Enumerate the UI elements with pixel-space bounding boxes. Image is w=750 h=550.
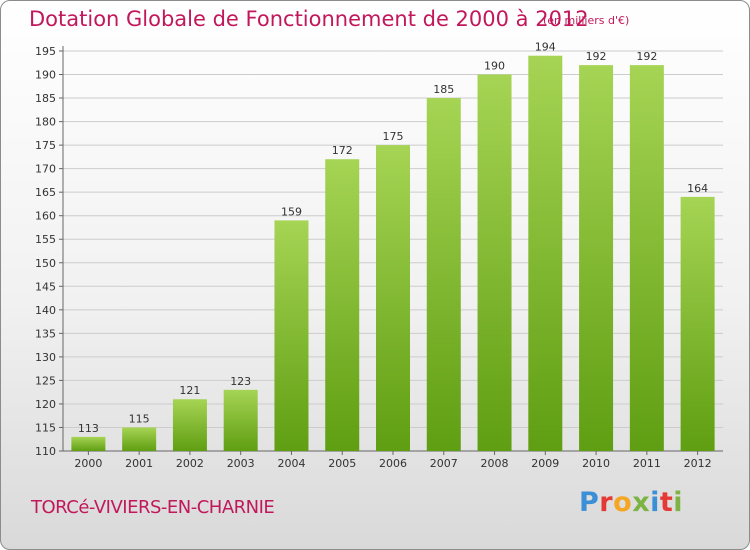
y-tick-label: 150 <box>35 257 56 270</box>
x-tick-label: 2009 <box>531 457 559 470</box>
y-tick-label: 130 <box>35 351 56 364</box>
bar-2004 <box>274 220 309 451</box>
y-tick-label: 185 <box>35 92 56 105</box>
x-tick-label: 2010 <box>582 457 610 470</box>
y-tick-label: 165 <box>35 186 56 199</box>
x-tick-label: 2000 <box>74 457 102 470</box>
bar-2012 <box>680 196 715 451</box>
y-tick-label: 110 <box>35 445 56 458</box>
chart-unit: (en milliers d'€) <box>543 14 630 27</box>
x-tick-label: 2008 <box>481 457 509 470</box>
y-tick-label: 145 <box>35 280 56 293</box>
bar-2003 <box>223 389 258 451</box>
y-tick-label: 180 <box>35 116 56 129</box>
bar-2005 <box>325 159 360 451</box>
bar-value-label: 115 <box>129 412 150 425</box>
x-tick-label: 2004 <box>277 457 305 470</box>
bar-value-label: 190 <box>484 60 505 73</box>
bar-2011 <box>629 65 664 451</box>
y-tick-label: 135 <box>35 327 56 340</box>
bars <box>71 55 715 452</box>
x-tick-label: 2003 <box>227 457 255 470</box>
bar-value-label: 121 <box>179 384 200 397</box>
bar-value-label: 164 <box>687 182 708 195</box>
y-tick-label: 175 <box>35 139 56 152</box>
bar-2008 <box>477 74 512 451</box>
bar-2007 <box>426 98 461 451</box>
x-tick-label: 2011 <box>633 457 661 470</box>
x-tick-label: 2005 <box>328 457 356 470</box>
bar-chart: 110 115 120 125 130 135 140 145 150 155 160 165 170 1… <box>35 41 723 470</box>
bar-2009 <box>528 55 563 452</box>
y-tick-label: 170 <box>35 163 56 176</box>
bar-value-label: 172 <box>332 144 353 157</box>
x-tick-label: 2001 <box>125 457 153 470</box>
y-tick-label: 160 <box>35 210 56 223</box>
bar-value-label: 192 <box>586 50 607 63</box>
bar-2001 <box>122 427 157 451</box>
y-tick-label: 115 <box>35 421 56 434</box>
x-tick-label: 2007 <box>430 457 458 470</box>
bar-value-label: 194 <box>535 41 556 54</box>
x-tick-label: 2002 <box>176 457 204 470</box>
bar-value-label: 159 <box>281 205 302 218</box>
y-tick-label: 140 <box>35 304 56 317</box>
y-tick-label: 155 <box>35 233 56 246</box>
proxiti-logo: Proxiti <box>579 487 684 518</box>
x-tick-label: 2012 <box>684 457 712 470</box>
bar-2010 <box>579 65 614 451</box>
y-tick-label: 120 <box>35 398 56 411</box>
bar-value-label: 123 <box>230 375 251 388</box>
bar-value-label: 192 <box>636 50 657 63</box>
bar-value-label: 113 <box>78 422 99 435</box>
bar-2002 <box>172 399 207 451</box>
y-tick-label: 190 <box>35 69 56 82</box>
y-tick-label: 125 <box>35 374 56 387</box>
bar-2006 <box>376 145 410 451</box>
labels: 113 2000 115 2001 121 2002 123 2003 159 2004 172 20… <box>74 41 711 470</box>
commune-name: TORCé-VIVIERS-EN-CHARNIE <box>31 497 275 518</box>
y-tick-label: 195 <box>35 45 56 58</box>
bar-value-label: 175 <box>383 130 404 143</box>
bar-value-label: 185 <box>433 83 454 96</box>
chart-title: Dotation Globale de Fonctionnement de 20… <box>29 7 589 31</box>
bar-2000 <box>71 436 106 451</box>
x-tick-label: 2006 <box>379 457 407 470</box>
